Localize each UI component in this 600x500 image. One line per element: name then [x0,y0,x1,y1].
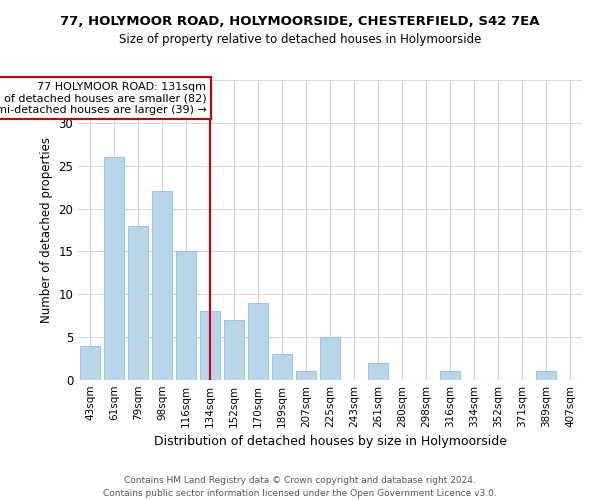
Text: Size of property relative to detached houses in Holymoorside: Size of property relative to detached ho… [119,32,481,46]
Bar [272,354,292,380]
X-axis label: Distribution of detached houses by size in Holymoorside: Distribution of detached houses by size … [154,436,506,448]
Bar [176,252,196,380]
Text: 77, HOLYMOOR ROAD, HOLYMOORSIDE, CHESTERFIELD, S42 7EA: 77, HOLYMOOR ROAD, HOLYMOORSIDE, CHESTER… [60,15,540,28]
Bar [200,312,220,380]
Bar [152,192,172,380]
Bar [80,346,100,380]
Bar [296,372,316,380]
Bar [368,363,388,380]
Bar [104,157,124,380]
Text: Contains HM Land Registry data © Crown copyright and database right 2024.: Contains HM Land Registry data © Crown c… [124,476,476,485]
Y-axis label: Number of detached properties: Number of detached properties [40,137,53,323]
Bar [128,226,148,380]
Text: Contains public sector information licensed under the Open Government Licence v3: Contains public sector information licen… [103,489,497,498]
Bar [248,303,268,380]
Bar [536,372,556,380]
Text: 77 HOLYMOOR ROAD: 131sqm
← 68% of detached houses are smaller (82)
32% of semi-d: 77 HOLYMOOR ROAD: 131sqm ← 68% of detach… [0,82,206,115]
Bar [224,320,244,380]
Bar [320,337,340,380]
Bar [440,372,460,380]
